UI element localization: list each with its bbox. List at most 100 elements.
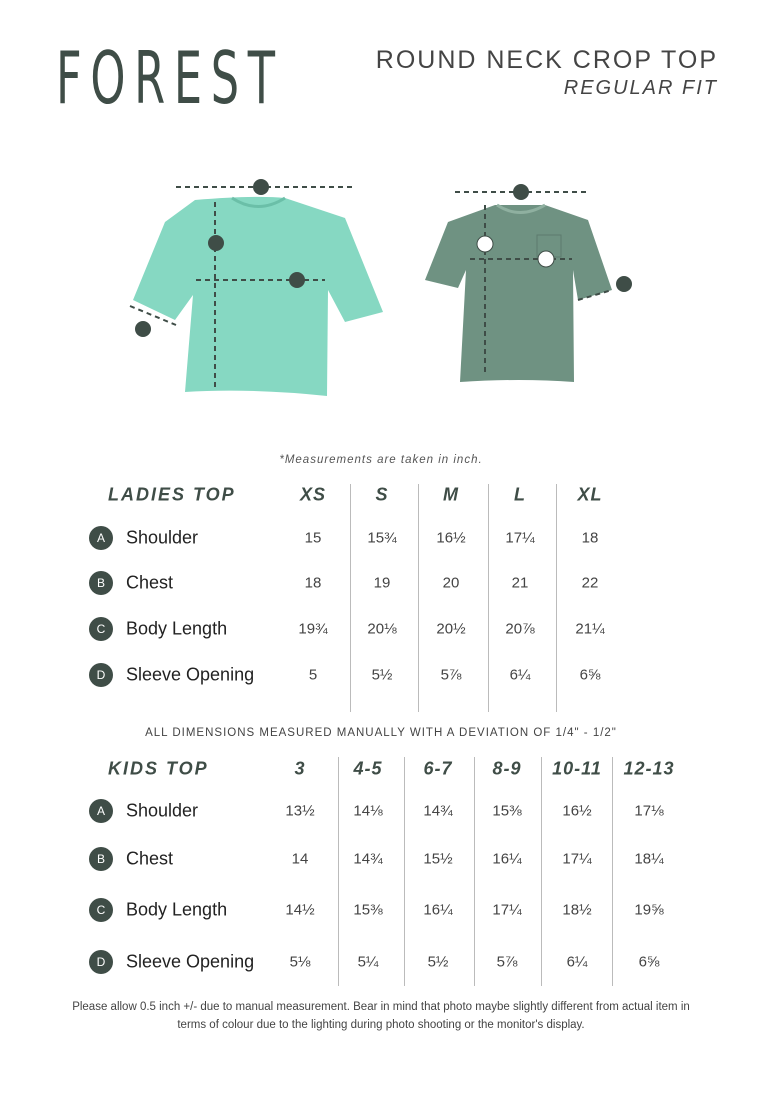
table-cell: 16¼ (423, 901, 453, 919)
table-cell: 16½ (436, 529, 466, 547)
footer-disclaimer: Please allow 0.5 inch +/- due to manual … (72, 1001, 690, 1031)
marker-c-icon (476, 235, 494, 253)
deviation-note: ALL DIMENSIONS MEASURED MANUALLY WITH A … (145, 727, 617, 739)
table-cell: 19 (373, 574, 391, 592)
table-cell: 18¼ (634, 850, 664, 868)
table-cell: 6¼ (566, 953, 588, 971)
measurement-badge: A (89, 526, 113, 550)
measurement-label: Shoulder (126, 527, 199, 548)
kids-shirt-image (425, 203, 612, 382)
table-cell: 20⅛ (367, 620, 397, 638)
size-column-header: M (443, 484, 459, 505)
measurement-label: Body Length (126, 618, 228, 639)
measurement-badge: B (89, 571, 113, 595)
table-cell: 5½ (371, 666, 393, 684)
table-cell: 6⅝ (638, 953, 660, 971)
column-divider (350, 484, 351, 712)
column-divider (474, 757, 475, 986)
column-divider (541, 757, 542, 986)
marker-b-icon (537, 250, 555, 268)
size-column-header: 8-9 (492, 758, 522, 779)
measurement-label: Body Length (126, 899, 228, 920)
table-cell: 15½ (423, 850, 453, 868)
marker-c-icon (208, 235, 224, 251)
table-cell: 5⅛ (289, 953, 311, 971)
table-cell: 15⅜ (353, 901, 383, 919)
column-divider (556, 484, 557, 712)
table-cell: 20 (442, 574, 460, 592)
marker-d-icon (135, 321, 151, 337)
table-cell: 18 (581, 529, 599, 547)
table-heading: LADIES TOP (108, 484, 236, 505)
table-cell: 20½ (436, 620, 466, 638)
table-cell: 20⅞ (505, 620, 535, 638)
table-cell: 14 (291, 850, 309, 868)
table-cell: 22 (581, 574, 599, 592)
table-cell: 17¼ (562, 850, 592, 868)
size-column-header: XL (577, 484, 603, 505)
table-heading: KIDS TOP (108, 758, 209, 779)
measurement-label: Sleeve Opening (126, 951, 255, 972)
column-divider (488, 484, 489, 712)
table-cell: 5½ (427, 953, 449, 971)
table-cell: 16½ (562, 802, 592, 820)
table-cell: 14⅛ (353, 802, 383, 820)
size-column-header: 4-5 (353, 758, 383, 779)
size-column-header: XS (299, 484, 327, 505)
table-cell: 5⅞ (496, 953, 518, 971)
product-title: ROUND NECK CROP TOP (375, 46, 718, 74)
measurement-label: Shoulder (126, 800, 199, 821)
table-cell: 15 (304, 529, 322, 547)
table-cell: 14¾ (423, 802, 453, 820)
table-cell: 17¼ (505, 529, 535, 547)
table-cell: 17⅛ (634, 802, 664, 820)
size-column-header: 12-13 (623, 758, 675, 779)
measurement-badge: B (89, 847, 113, 871)
table-cell: 18 (304, 574, 322, 592)
table-cell: 19⅝ (634, 901, 664, 919)
column-divider (612, 757, 613, 986)
measurement-badge: C (89, 617, 113, 641)
table-cell: 5¼ (357, 953, 379, 971)
brand-logo: FOREST (56, 36, 284, 120)
table-cell: 16¼ (492, 850, 522, 868)
size-column-header: 6-7 (423, 758, 453, 779)
table-cell: 5⅞ (440, 666, 462, 684)
table-cell: 21 (511, 574, 529, 592)
marker-a-icon (253, 179, 269, 195)
product-fit: REGULAR FIT (563, 77, 718, 99)
ladies-shirt-image (133, 196, 383, 396)
table-cell: 13½ (285, 802, 315, 820)
table-cell: 6¼ (509, 666, 531, 684)
table-cell: 18½ (562, 901, 592, 919)
measurement-badge: D (89, 950, 113, 974)
table-cell: 15⅜ (492, 802, 522, 820)
measurement-label: Chest (126, 848, 174, 869)
size-column-header: 3 (294, 758, 306, 779)
table-cell: 6⅝ (579, 666, 601, 684)
table-cell: 14½ (285, 901, 315, 919)
measurement-label: Sleeve Opening (126, 664, 255, 685)
measurement-badge: D (89, 663, 113, 687)
marker-d-icon (616, 276, 632, 292)
table-cell: 19¾ (298, 620, 328, 638)
table-cell: 21¼ (575, 620, 605, 638)
measurement-badge: A (89, 799, 113, 823)
table-cell: 15¾ (367, 529, 397, 547)
marker-a-icon (513, 184, 529, 200)
column-divider (404, 757, 405, 986)
size-column-header: L (514, 484, 526, 505)
size-column-header: 10-11 (552, 758, 602, 779)
column-divider (338, 757, 339, 986)
marker-b-icon (289, 272, 305, 288)
measurement-label: Chest (126, 572, 174, 593)
measurement-diagram (129, 179, 632, 396)
measurement-note: *Measurements are taken in inch. (279, 454, 483, 466)
measurement-badge: C (89, 898, 113, 922)
table-cell: 17¼ (492, 901, 522, 919)
column-divider (418, 484, 419, 712)
size-column-header: S (375, 484, 389, 505)
table-cell: 5 (308, 666, 318, 684)
table-cell: 14¾ (353, 850, 383, 868)
